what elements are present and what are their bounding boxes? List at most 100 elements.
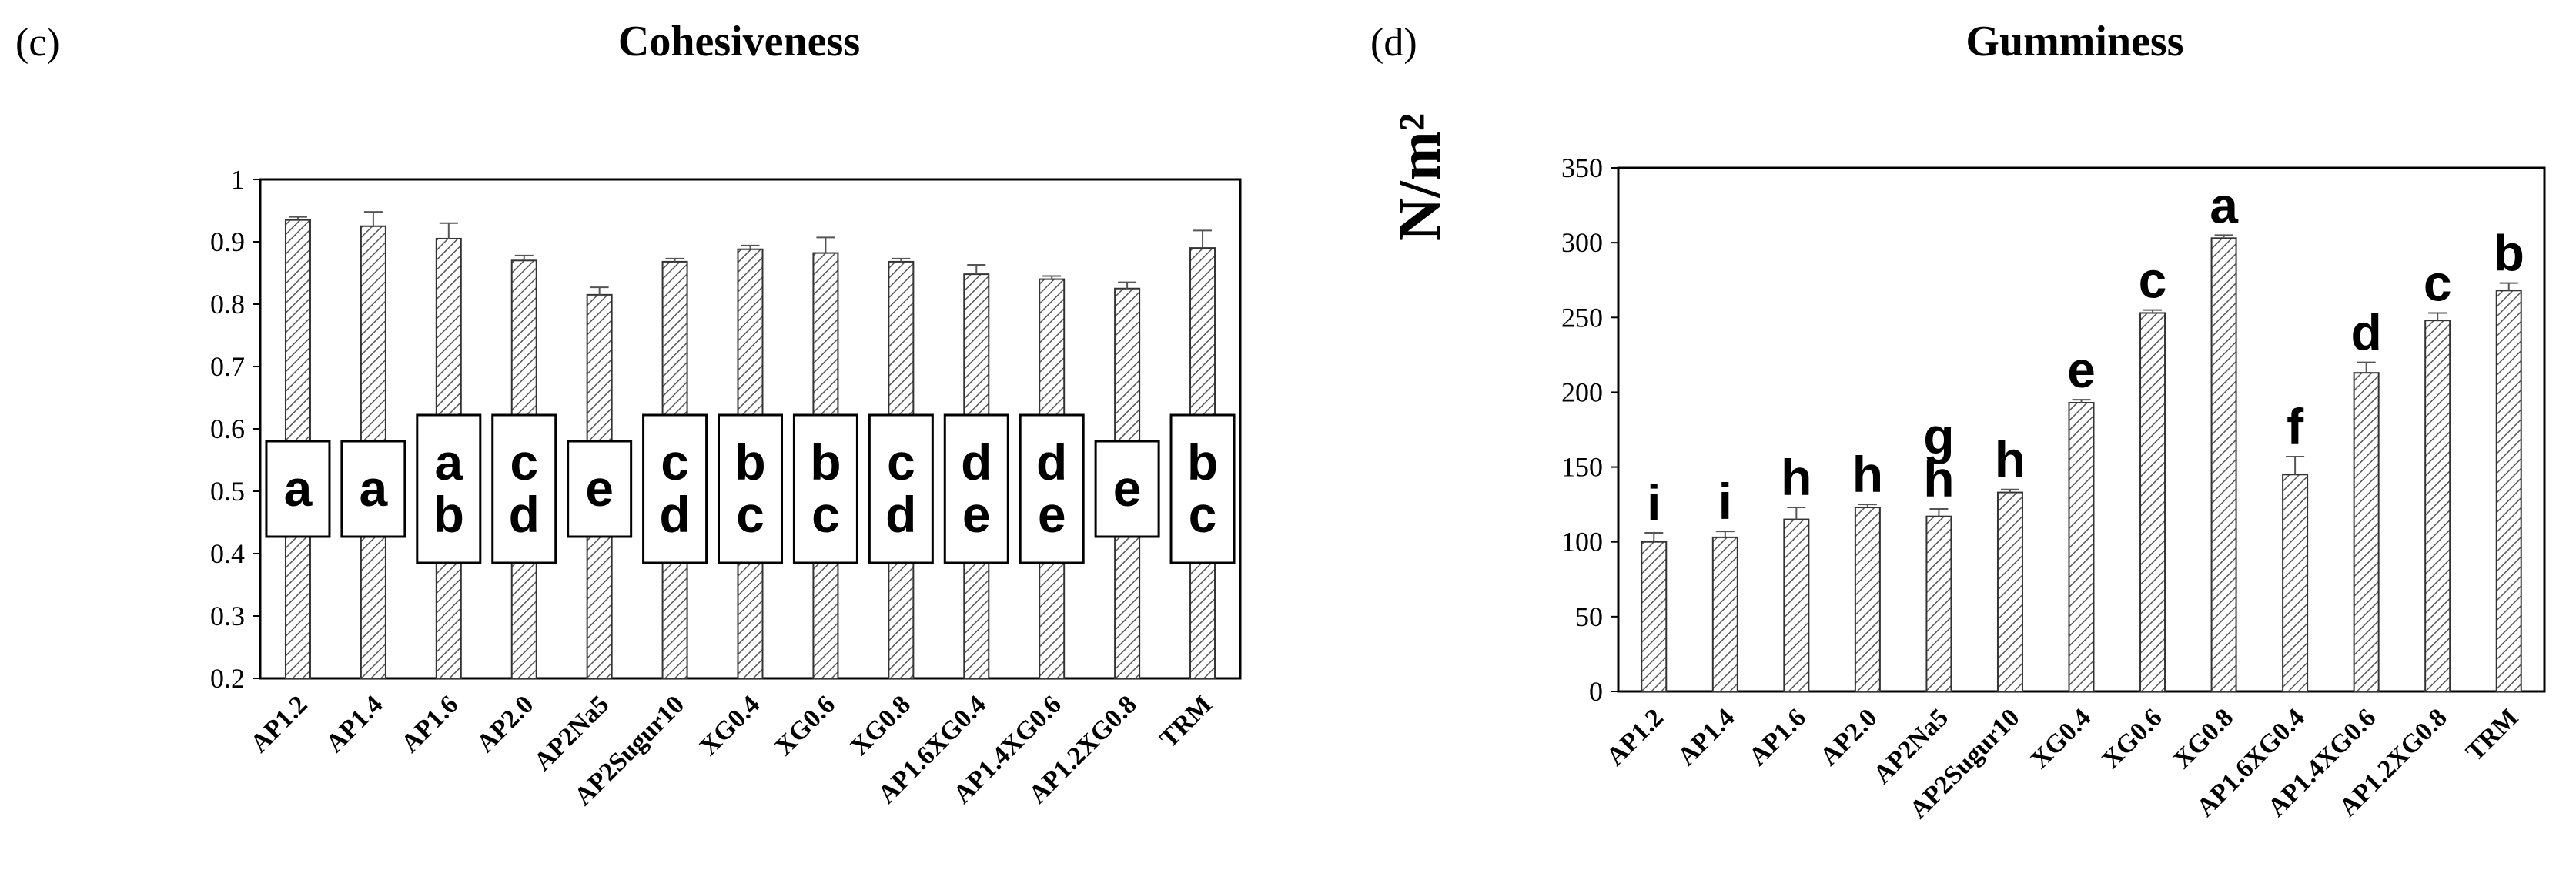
- cohesiveness-sig-letter-AP1.4: a: [360, 460, 389, 517]
- gumminess-ytick-label: 150: [1561, 452, 1603, 483]
- gumminess-sig-letter-XG0.6: c: [2139, 252, 2167, 309]
- cohesiveness-sig-letter-AP1.6: a: [434, 433, 463, 490]
- cohesiveness-letter-box-AP1.6: [416, 413, 482, 564]
- cohesiveness-sig-letter-AP1.2: a: [284, 460, 313, 517]
- cohesiveness-sig-letter-AP2Sugur10: d: [659, 486, 690, 543]
- gumminess-sig-letter-AP1.6: h: [1781, 449, 1812, 506]
- gumminess-bar-AP1.4: [1711, 536, 1738, 693]
- gumminess-sig-letter-AP1.2XG0.8: c: [2424, 254, 2452, 311]
- gumminess-ytick-label: 300: [1561, 227, 1603, 258]
- gumminess-sig-letter-XG0.4: e: [2067, 341, 2096, 398]
- cohesiveness-letter-box-AP2Sugur10: [642, 413, 708, 564]
- cohesiveness-sig-letter-XG0.8: c: [887, 433, 915, 490]
- cohesiveness-ytick-label: 0.9: [210, 226, 245, 257]
- cohesiveness-sig-letter-TRM: b: [1187, 433, 1218, 490]
- cohesiveness-letter-box-AP1.4XG0.6: [1019, 413, 1085, 564]
- cohesiveness-ytick-label: 0.4: [210, 538, 245, 569]
- cohesiveness-sig-letter-XG0.6: b: [810, 433, 841, 490]
- gumminess-xtick-label: XG0.4: [2026, 703, 2096, 774]
- gumminess-ytick-label: 350: [1561, 152, 1603, 183]
- cohesiveness-sig-letter-AP2.0: c: [510, 433, 538, 490]
- cohesiveness-sig-letter-AP1.6XG0.4: d: [961, 433, 992, 490]
- gumminess-sig-letter-AP1.2: i: [1647, 474, 1661, 531]
- cohesiveness-sig-letter-AP2Sugur10: c: [661, 433, 689, 490]
- cohesiveness-sig-letter-AP1.2XG0.8: e: [1113, 460, 1142, 517]
- gumminess-bar-AP1.2: [1641, 541, 1668, 693]
- cohesiveness-title: Cohesiveness: [618, 18, 860, 65]
- cohesiveness-sig-letter-XG0.4: c: [736, 486, 764, 543]
- cohesiveness-letter-box-XG0.6: [792, 413, 858, 564]
- cohesiveness-letter-box-AP1.2XG0.8: [1094, 440, 1160, 538]
- gumminess-bar-AP1.4XG0.6: [2353, 372, 2380, 692]
- cohesiveness-letter-box-TRM: [1169, 413, 1236, 564]
- gumminess-y-axis-label: N/m²: [1386, 113, 1453, 241]
- cohesiveness-ytick-label: 1: [231, 164, 245, 195]
- cohesiveness-letter-box-XG0.8: [868, 413, 934, 564]
- gumminess-sig-letter-AP1.6XG0.4: f: [2287, 398, 2304, 455]
- gumminess-bar-AP2Sugur10: [1996, 491, 2023, 692]
- gumminess-sig-letter-AP2Na5: h: [1923, 450, 1954, 507]
- gumminess-xtick-label: AP2.0: [1815, 703, 1882, 771]
- cohesiveness-sig-letter-AP2Na5: e: [585, 460, 614, 517]
- cohesiveness-xtick-label: TRM: [1154, 690, 1217, 753]
- cohesiveness-sig-letter-XG0.8: d: [885, 486, 916, 543]
- gumminess-xtick-label: AP1.6: [1744, 703, 1812, 771]
- cohesiveness-xtick-label: XG0.8: [845, 690, 916, 761]
- cohesiveness-ytick-label: 0.2: [210, 663, 245, 694]
- gumminess-xtick-label: TRM: [2461, 703, 2524, 766]
- gumminess-ytick-label: 250: [1561, 302, 1603, 333]
- cohesiveness-sig-letter-TRM: c: [1189, 486, 1217, 543]
- cohesiveness-sig-letter-AP1.6: b: [433, 486, 464, 543]
- cohesiveness-ytick-label: 0.6: [210, 413, 245, 444]
- gumminess-ytick-label: 100: [1561, 527, 1603, 557]
- cohesiveness-sig-letter-AP1.4XG0.6: e: [1038, 486, 1066, 543]
- cohesiveness-content: 0.20.30.40.50.60.70.80.91aAP1.2aAP1.4abA…: [210, 164, 1236, 812]
- cohesiveness-ytick-label: 0.8: [210, 289, 245, 320]
- gumminess-sig-letter-XG0.8: a: [2210, 176, 2239, 233]
- cohesiveness-xtick-label: XG0.6: [770, 690, 841, 761]
- gumminess-sig-letter-TRM: b: [2494, 225, 2524, 282]
- cohesiveness-xtick-label: XG0.4: [694, 690, 765, 761]
- gumminess-bar-XG0.8: [2210, 237, 2237, 693]
- cohesiveness-letter-box-AP1.2: [265, 440, 331, 538]
- gumminess-sig-letter-AP2.0: h: [1852, 446, 1883, 503]
- gumminess-content: 0 50 100 150 200 250 300 350 i AP1.2 i AP1.4 h AP1.6 h…: [1561, 152, 2524, 825]
- gumminess-bar-XG0.6: [2139, 312, 2166, 692]
- panel-label-d: (d): [1370, 21, 1417, 65]
- cohesiveness-letter-box-XG0.4: [718, 413, 783, 564]
- cohesiveness-sig-letter-AP1.6XG0.4: e: [962, 486, 991, 543]
- cohesiveness-panel: (c) Cohesiveness 0.2 0.3 0.4 0.5 0.6 0.7 0.8 0.…: [15, 18, 1242, 812]
- gumminess-bar-AP2.0: [1854, 507, 1881, 692]
- cohesiveness-sig-letter-AP2.0: d: [509, 486, 540, 543]
- gumminess-sig-letter-AP2Sugur10: h: [1995, 431, 2026, 488]
- gumminess-ytick-label: 50: [1575, 601, 1603, 632]
- gumminess-bar-TRM: [2495, 290, 2522, 693]
- gumminess-sig-letter-AP2Na5: g: [1923, 407, 1954, 464]
- gumminess-ytick-label: 200: [1561, 377, 1603, 407]
- cohesiveness-xtick-label: AP1.6: [396, 690, 463, 758]
- gumminess-sig-letter-AP1.4XG0.6: d: [2350, 304, 2381, 361]
- gumminess-xtick-label: AP1.2: [1601, 703, 1669, 771]
- cohesiveness-xtick-label: AP1.2: [245, 690, 313, 758]
- gumminess-bar-AP2Na5: [1925, 515, 1952, 693]
- panel-label-c: (c): [15, 21, 60, 65]
- cohesiveness-ytick-label: 0.7: [210, 351, 245, 382]
- cohesiveness-ytick-label: 0.3: [210, 601, 245, 631]
- cohesiveness-sig-letter-XG0.6: c: [811, 486, 840, 543]
- gumminess-ytick-label: 0: [1589, 676, 1603, 707]
- gumminess-bar-XG0.4: [2068, 402, 2095, 692]
- cohesiveness-letter-box-AP1.6XG0.4: [943, 413, 1009, 564]
- cohesiveness-xtick-label: AP2.0: [471, 690, 539, 758]
- gumminess-bar-AP1.6XG0.4: [2282, 474, 2309, 692]
- gumminess-xtick-label: AP1.4: [1672, 703, 1740, 771]
- gumminess-bar-AP1.6: [1783, 518, 1810, 692]
- cohesiveness-letter-box-AP1.4: [340, 440, 406, 538]
- cohesiveness-sig-letter-AP1.4XG0.6: d: [1036, 433, 1067, 490]
- gumminess-xtick-label: XG0.8: [2168, 703, 2239, 774]
- cohesiveness-sig-letter-XG0.4: b: [734, 433, 765, 490]
- cohesiveness-xtick-label: AP1.4: [320, 690, 388, 758]
- cohesiveness-ytick-label: 0.5: [210, 476, 245, 507]
- gumminess-bar-AP1.2XG0.8: [2424, 320, 2451, 692]
- gumminess-title: Gumminess: [1965, 18, 2183, 65]
